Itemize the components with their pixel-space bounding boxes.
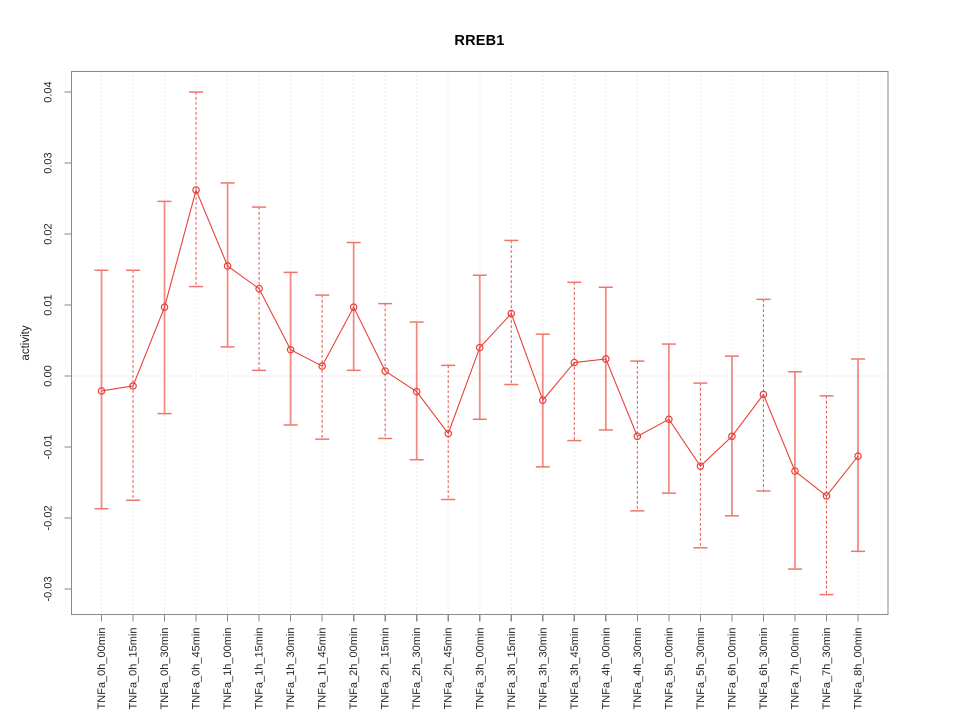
x-tick-label: TNFa_6h_00min xyxy=(726,628,738,710)
x-tick-label: TNFa_1h_30min xyxy=(285,628,297,710)
data-point-marker xyxy=(444,429,453,438)
data-point-marker xyxy=(728,432,736,441)
x-tick-label: TNFa_4h_30min xyxy=(632,628,644,710)
data-point-marker xyxy=(223,262,232,270)
data-point-marker xyxy=(286,345,295,354)
x-tick-label: TNFa_8h_00min xyxy=(853,628,865,710)
x-tick-label: TNFa_3h_30min xyxy=(537,628,549,710)
data-point-marker xyxy=(633,432,642,441)
data-point-marker xyxy=(570,358,579,367)
y-tick-label: -0.02 xyxy=(43,505,55,530)
data-point-marker xyxy=(129,382,137,390)
data-point-marker xyxy=(507,309,516,318)
x-tick-label: TNFa_5h_30min xyxy=(695,628,707,710)
y-tick-label: 0.04 xyxy=(43,81,55,102)
y-tick-label: 0.02 xyxy=(43,223,55,244)
x-tick-label: TNFa_3h_15min xyxy=(506,628,518,710)
x-tick-label: TNFa_4h_00min xyxy=(600,628,612,710)
data-point-marker xyxy=(192,186,200,194)
x-tick-label: TNFa_3h_00min xyxy=(474,628,486,710)
y-tick-label: 0.01 xyxy=(43,294,55,315)
data-point-marker xyxy=(791,467,799,475)
x-tick-label: TNFa_1h_00min xyxy=(222,628,234,710)
x-tick-label: TNFa_3h_45min xyxy=(569,628,581,710)
data-point-marker xyxy=(665,415,673,424)
y-tick-label: 0.00 xyxy=(43,365,55,386)
data-point-marker xyxy=(759,390,768,399)
x-tick-label: TNFa_2h_45min xyxy=(443,628,455,710)
data-point-marker xyxy=(255,284,263,293)
x-tick-label: TNFa_1h_45min xyxy=(317,628,329,710)
x-tick-label: TNFa_0h_45min xyxy=(191,628,203,710)
data-point-marker xyxy=(412,387,421,396)
data-point-marker xyxy=(97,387,106,395)
x-tick-label: TNFa_5h_00min xyxy=(663,628,675,710)
x-tick-label: TNFa_2h_30min xyxy=(411,628,423,710)
x-tick-label: TNFa_0h_00min xyxy=(96,628,108,710)
data-point-marker xyxy=(381,367,389,375)
chart-title: RREB1 xyxy=(454,33,505,49)
x-tick-label: TNFa_7h_00min xyxy=(789,628,801,710)
x-tick-label: TNFa_6h_30min xyxy=(758,628,770,710)
x-tick-label: TNFa_0h_30min xyxy=(159,628,171,710)
x-tick-label: TNFa_2h_00min xyxy=(348,628,360,710)
x-tick-label: TNFa_1h_15min xyxy=(254,628,266,710)
x-tick-label: TNFa_7h_30min xyxy=(821,628,833,710)
data-point-marker xyxy=(318,362,326,370)
data-point-marker xyxy=(822,492,831,500)
data-point-marker xyxy=(160,303,169,311)
x-tick-label: TNFa_0h_15min xyxy=(128,628,140,710)
y-tick-label: -0.03 xyxy=(43,576,55,601)
data-point-marker xyxy=(349,303,358,311)
series-line xyxy=(101,188,859,497)
data-point-marker xyxy=(475,343,484,352)
data-point-marker xyxy=(602,355,610,363)
data-point-marker xyxy=(696,462,705,470)
y-tick-label: -0.01 xyxy=(43,434,55,459)
x-tick-label: TNFa_2h_15min xyxy=(380,628,392,710)
data-point-marker xyxy=(854,452,862,461)
data-point-marker xyxy=(538,396,547,404)
y-tick-label: 0.03 xyxy=(43,152,55,173)
